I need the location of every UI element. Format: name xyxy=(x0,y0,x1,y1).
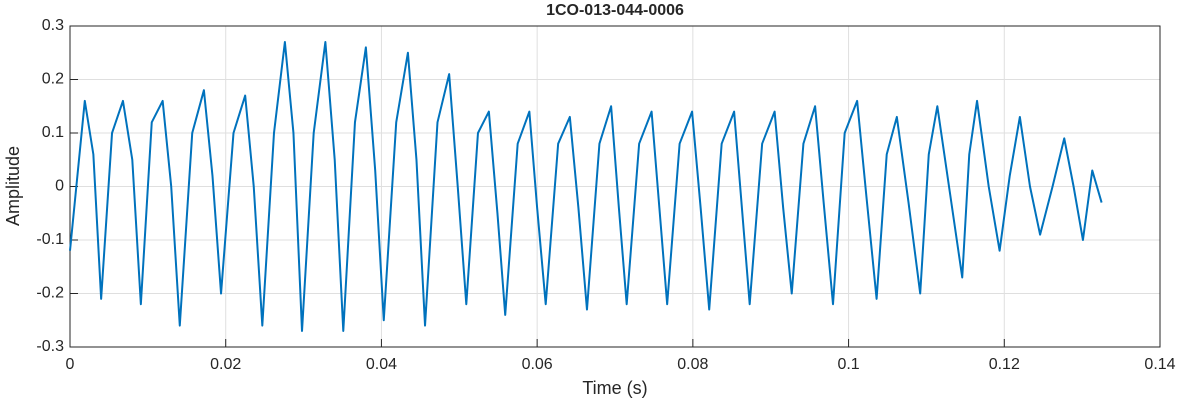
waveform-line xyxy=(69,41,1103,332)
x-axis-label: Time (s) xyxy=(582,378,647,398)
x-tick-label: 0.1 xyxy=(837,356,859,373)
chart-title: 1CO-013-044-0006 xyxy=(546,2,684,19)
y-tick-label: 0 xyxy=(55,178,64,195)
y-axis-label: Amplitude xyxy=(3,146,23,226)
y-tick-label: -0.1 xyxy=(36,231,64,248)
x-tick-label: 0.12 xyxy=(989,356,1020,373)
y-tick-label: -0.3 xyxy=(36,338,64,355)
x-tick-label: 0.06 xyxy=(522,356,553,373)
plot-frame xyxy=(69,25,1161,348)
y-tick-label: 0.3 xyxy=(42,17,64,34)
x-tick-label: 0 xyxy=(66,356,75,373)
x-tick-label: 0.14 xyxy=(1144,356,1175,373)
x-tick-label: 0.08 xyxy=(677,356,708,373)
x-tick-label: 0.02 xyxy=(210,356,241,373)
y-tick-label: -0.2 xyxy=(36,285,64,302)
y-tick-label: 0.2 xyxy=(42,71,64,88)
y-tick-label: 0.1 xyxy=(42,124,64,141)
x-tick-label: 0.04 xyxy=(366,356,397,373)
